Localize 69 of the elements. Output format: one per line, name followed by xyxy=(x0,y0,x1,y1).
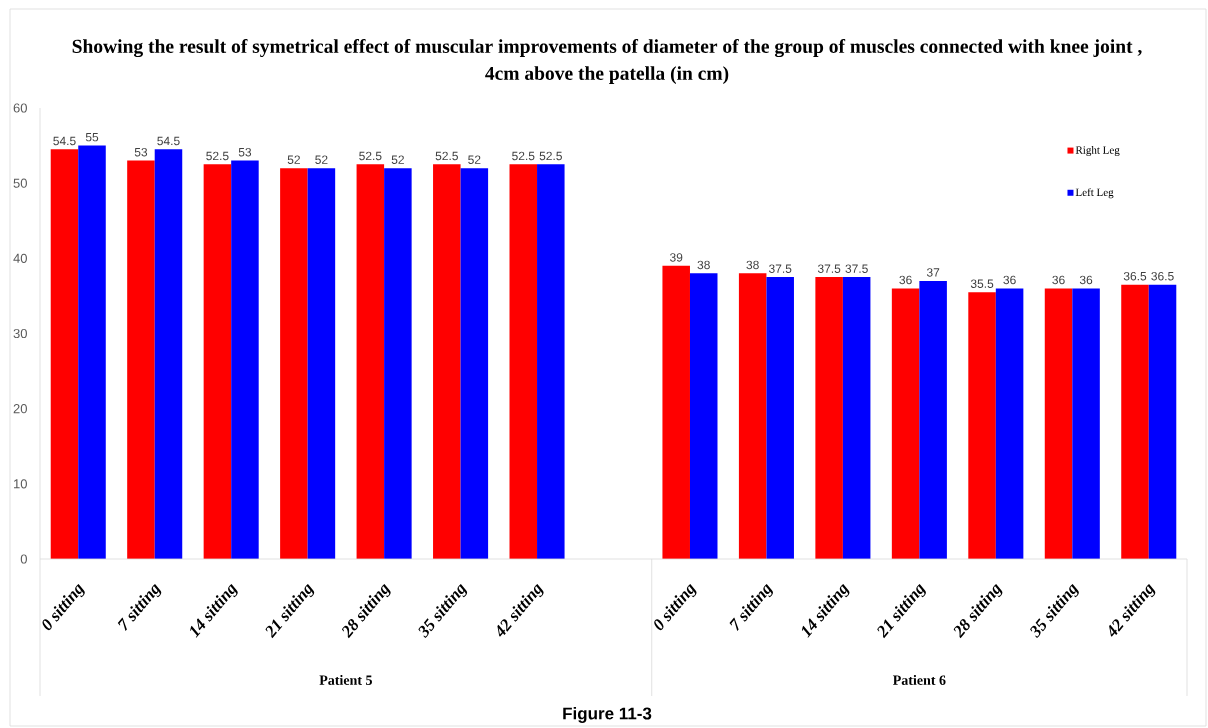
bar xyxy=(842,277,871,559)
data-label: 36 xyxy=(1052,275,1065,285)
bar xyxy=(995,288,1024,559)
y-tick-label: 0 xyxy=(20,554,27,564)
data-label: 53 xyxy=(134,147,148,157)
y-tick-label: 50 xyxy=(13,178,27,188)
bar xyxy=(127,160,155,559)
data-label: 52.5 xyxy=(539,151,562,161)
bar xyxy=(509,164,538,559)
data-label: 52.5 xyxy=(206,151,229,161)
data-label: 39 xyxy=(669,253,683,262)
bar xyxy=(689,273,718,559)
data-label: 52.5 xyxy=(359,151,382,161)
bar xyxy=(919,280,947,559)
bar xyxy=(1121,284,1149,559)
data-label: 36 xyxy=(1003,275,1016,285)
bar xyxy=(50,149,79,559)
y-tick-label: 20 xyxy=(13,404,27,414)
data-label: 52.5 xyxy=(512,151,535,161)
chart-title: Showing the result of symetrical effect of muscular improvements of diameter of the group of muscles connected with knee joint , 4cm above the patella (in cm) xyxy=(72,39,1142,84)
data-label: 37.5 xyxy=(817,264,841,273)
legend-label: Left Leg xyxy=(1075,188,1114,199)
data-label: 55 xyxy=(85,133,99,142)
data-label: 52 xyxy=(315,155,328,164)
bar xyxy=(384,168,412,559)
y-tick-label: 40 xyxy=(13,253,27,263)
data-label: 52 xyxy=(287,155,300,164)
bar xyxy=(537,164,565,559)
bar xyxy=(815,277,843,559)
data-label: 54.5 xyxy=(53,136,76,146)
data-label: 37.5 xyxy=(768,264,792,273)
bar xyxy=(891,288,920,559)
bar xyxy=(662,265,690,559)
bar xyxy=(1072,288,1100,559)
data-label: 37.5 xyxy=(845,264,868,273)
bar xyxy=(231,160,259,559)
y-tick-label: 10 xyxy=(14,479,27,489)
bar xyxy=(280,168,308,559)
text: Patient 6 xyxy=(892,675,946,685)
bar xyxy=(307,168,336,559)
bar xyxy=(766,277,794,559)
data-label: 52 xyxy=(391,155,404,164)
caption: Figure 11-3 xyxy=(563,707,652,723)
data-label: 54.5 xyxy=(157,136,180,146)
data-label: 38 xyxy=(697,260,710,270)
y-tick-label: 60 xyxy=(13,103,27,113)
bar xyxy=(968,292,996,559)
data-label: 35.5 xyxy=(970,279,994,288)
bar xyxy=(1148,284,1177,559)
bar xyxy=(78,145,106,559)
data-label: 36 xyxy=(1079,275,1093,285)
data-label: 36.5 xyxy=(1151,271,1174,281)
data-label: 52 xyxy=(468,155,481,164)
data-label: 53 xyxy=(238,147,252,157)
y-tick-label: 30 xyxy=(13,328,27,339)
data-label: 37 xyxy=(926,268,940,277)
bar xyxy=(154,149,183,559)
bar xyxy=(738,273,767,559)
bar xyxy=(1044,288,1073,559)
data-label: 52.5 xyxy=(435,151,458,161)
data-label: 36 xyxy=(899,275,912,285)
bar xyxy=(203,164,232,559)
text: Patient 5 xyxy=(319,675,372,685)
bar xyxy=(356,164,385,559)
bar xyxy=(460,168,489,559)
legend-label: Right Leg xyxy=(1075,146,1120,157)
data-label: 38 xyxy=(746,260,759,270)
data-label: 36.5 xyxy=(1123,271,1147,281)
bar xyxy=(433,164,461,559)
